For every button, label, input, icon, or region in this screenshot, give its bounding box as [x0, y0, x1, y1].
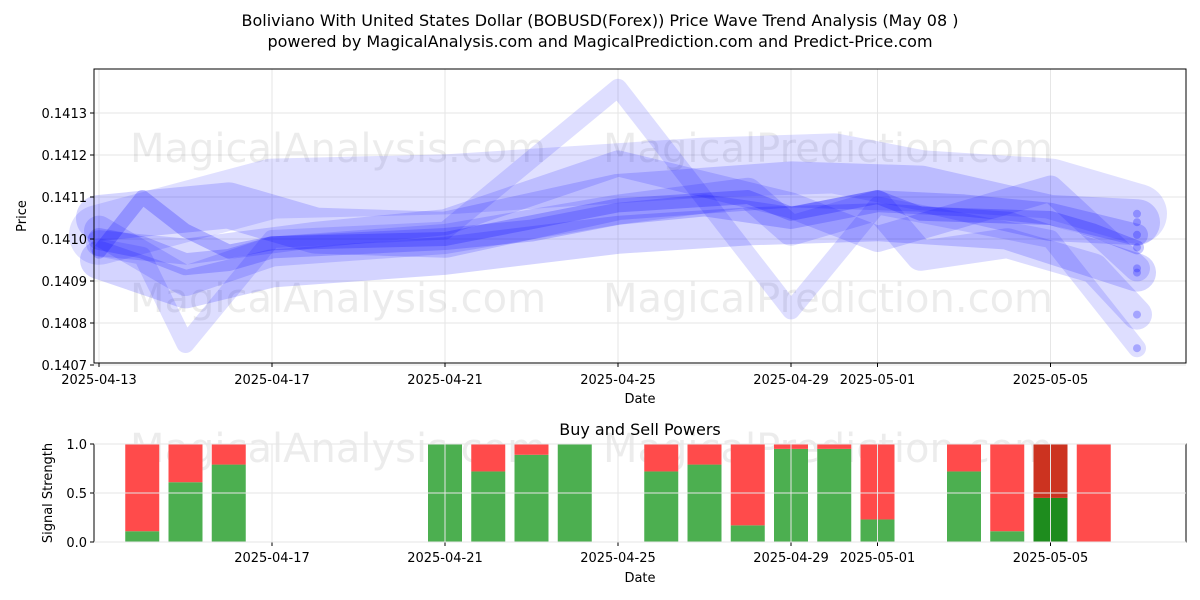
watermark: MagicalAnalysis.com: [130, 126, 546, 172]
buy-bar: [168, 482, 203, 542]
price-x-ticks: 2025-04-13 2025-04-17 2025-04-21 2025-04-25…: [61, 363, 1088, 388]
buy-bar: [730, 525, 765, 542]
wave-series-end-point: [1133, 218, 1141, 227]
main-chart-title: Boliviano With United States Dollar (BOB…: [242, 11, 959, 30]
wave-series-7: [69, 133, 1167, 265]
sell-bar: [947, 444, 981, 472]
sell-bar: [817, 444, 852, 449]
power-chart-title: Buy and Sell Powers: [559, 420, 721, 439]
watermark: MagicalPrediction.com: [603, 126, 1053, 172]
power-x-tick-label: 2025-04-25: [580, 551, 656, 566]
x-tick-label: 2025-04-29: [753, 373, 829, 388]
power-y-tick-label: 0.0: [66, 536, 87, 551]
power-y-axis-label: Signal Strength: [41, 443, 56, 543]
sell-bar: [125, 444, 160, 532]
y-tick-label: 0.1412: [42, 149, 88, 164]
main-chart-subtitle: powered by MagicalAnalysis.com and Magic…: [267, 32, 932, 51]
power-x-tick-label: 2025-05-01: [840, 551, 916, 566]
wave-series-3: [84, 177, 1152, 330]
wave-series-4: [90, 78, 1146, 358]
power-x-axis-label: Date: [624, 571, 655, 586]
wave-series-end-point: [1133, 243, 1141, 252]
sell-bar: [211, 444, 246, 465]
wave-series-5: [76, 161, 1160, 258]
wave-series-end-point: [1133, 268, 1141, 277]
power-y-ticks: 0.0 0.5 1.0: [66, 438, 1186, 551]
wave-series-1: [92, 190, 1144, 259]
wave-series-6: [80, 203, 1156, 309]
wave-series-end-point: [1133, 209, 1141, 218]
power-x-ticks: 2025-04-17 2025-04-21 2025-04-25 2025-04-29…: [234, 444, 1088, 566]
watermark: MagicalAnalysis.com: [130, 276, 546, 322]
sell-bar: [471, 444, 506, 472]
wave-series-end-point: [1133, 310, 1141, 319]
buy-bar: [471, 471, 506, 542]
wave-series-2: [88, 190, 1148, 276]
buy-bar: [514, 454, 549, 542]
power-x-tick-label: 2025-04-17: [234, 551, 310, 566]
power-y-tick-label: 1.0: [66, 438, 87, 453]
y-tick-label: 0.1408: [42, 317, 88, 332]
x-tick-label: 2025-05-05: [1013, 373, 1089, 388]
watermark: MagicalPrediction.com: [603, 276, 1053, 322]
price-grid: [94, 69, 1186, 366]
x-tick-label: 2025-04-21: [407, 373, 483, 388]
price-wave-series: [69, 78, 1167, 358]
wave-series-8: [86, 150, 1150, 282]
price-x-axis-label: Date: [624, 392, 655, 407]
power-x-tick-label: 2025-04-21: [407, 551, 483, 566]
y-tick-label: 0.1411: [42, 191, 88, 206]
x-tick-label: 2025-05-01: [840, 373, 916, 388]
price-watermarks: MagicalAnalysis.com MagicalPrediction.co…: [130, 126, 1053, 322]
sell-bar: [644, 444, 679, 472]
x-tick-label: 2025-04-17: [234, 373, 310, 388]
x-tick-label: 2025-04-13: [61, 373, 137, 388]
y-tick-label: 0.1407: [42, 359, 88, 374]
wave-series-end-point: [1133, 344, 1141, 353]
sell-bar: [514, 444, 549, 455]
power-y-tick-label: 0.5: [66, 487, 87, 502]
x-tick-label: 2025-04-25: [580, 373, 656, 388]
y-tick-label: 0.1409: [42, 275, 88, 290]
power-x-tick-label: 2025-05-05: [1013, 551, 1089, 566]
sell-bar: [168, 444, 203, 483]
sell-bar: [990, 444, 1025, 532]
wave-series-end-point: [1133, 264, 1141, 273]
wave-series-end-point: [1133, 230, 1141, 239]
power-x-tick-label: 2025-04-29: [753, 551, 829, 566]
buy-bar: [687, 464, 722, 542]
price-y-ticks: 0.1407 0.1408 0.1409 0.1410 0.1411 0.1412 0.14…: [42, 107, 94, 374]
price-plot-frame: [93, 68, 1187, 364]
buy-bar: [211, 464, 246, 542]
sell-bar: [687, 444, 722, 465]
y-tick-label: 0.1413: [42, 107, 88, 122]
buy-bar: [990, 531, 1025, 542]
price-y-axis-label: Price: [15, 200, 30, 232]
y-tick-label: 0.1410: [42, 233, 88, 248]
sell-bar: [730, 444, 765, 526]
buy-bar: [817, 448, 852, 542]
buy-bar: [947, 471, 981, 542]
buy-bar: [125, 531, 160, 542]
buy-bar: [644, 471, 679, 542]
